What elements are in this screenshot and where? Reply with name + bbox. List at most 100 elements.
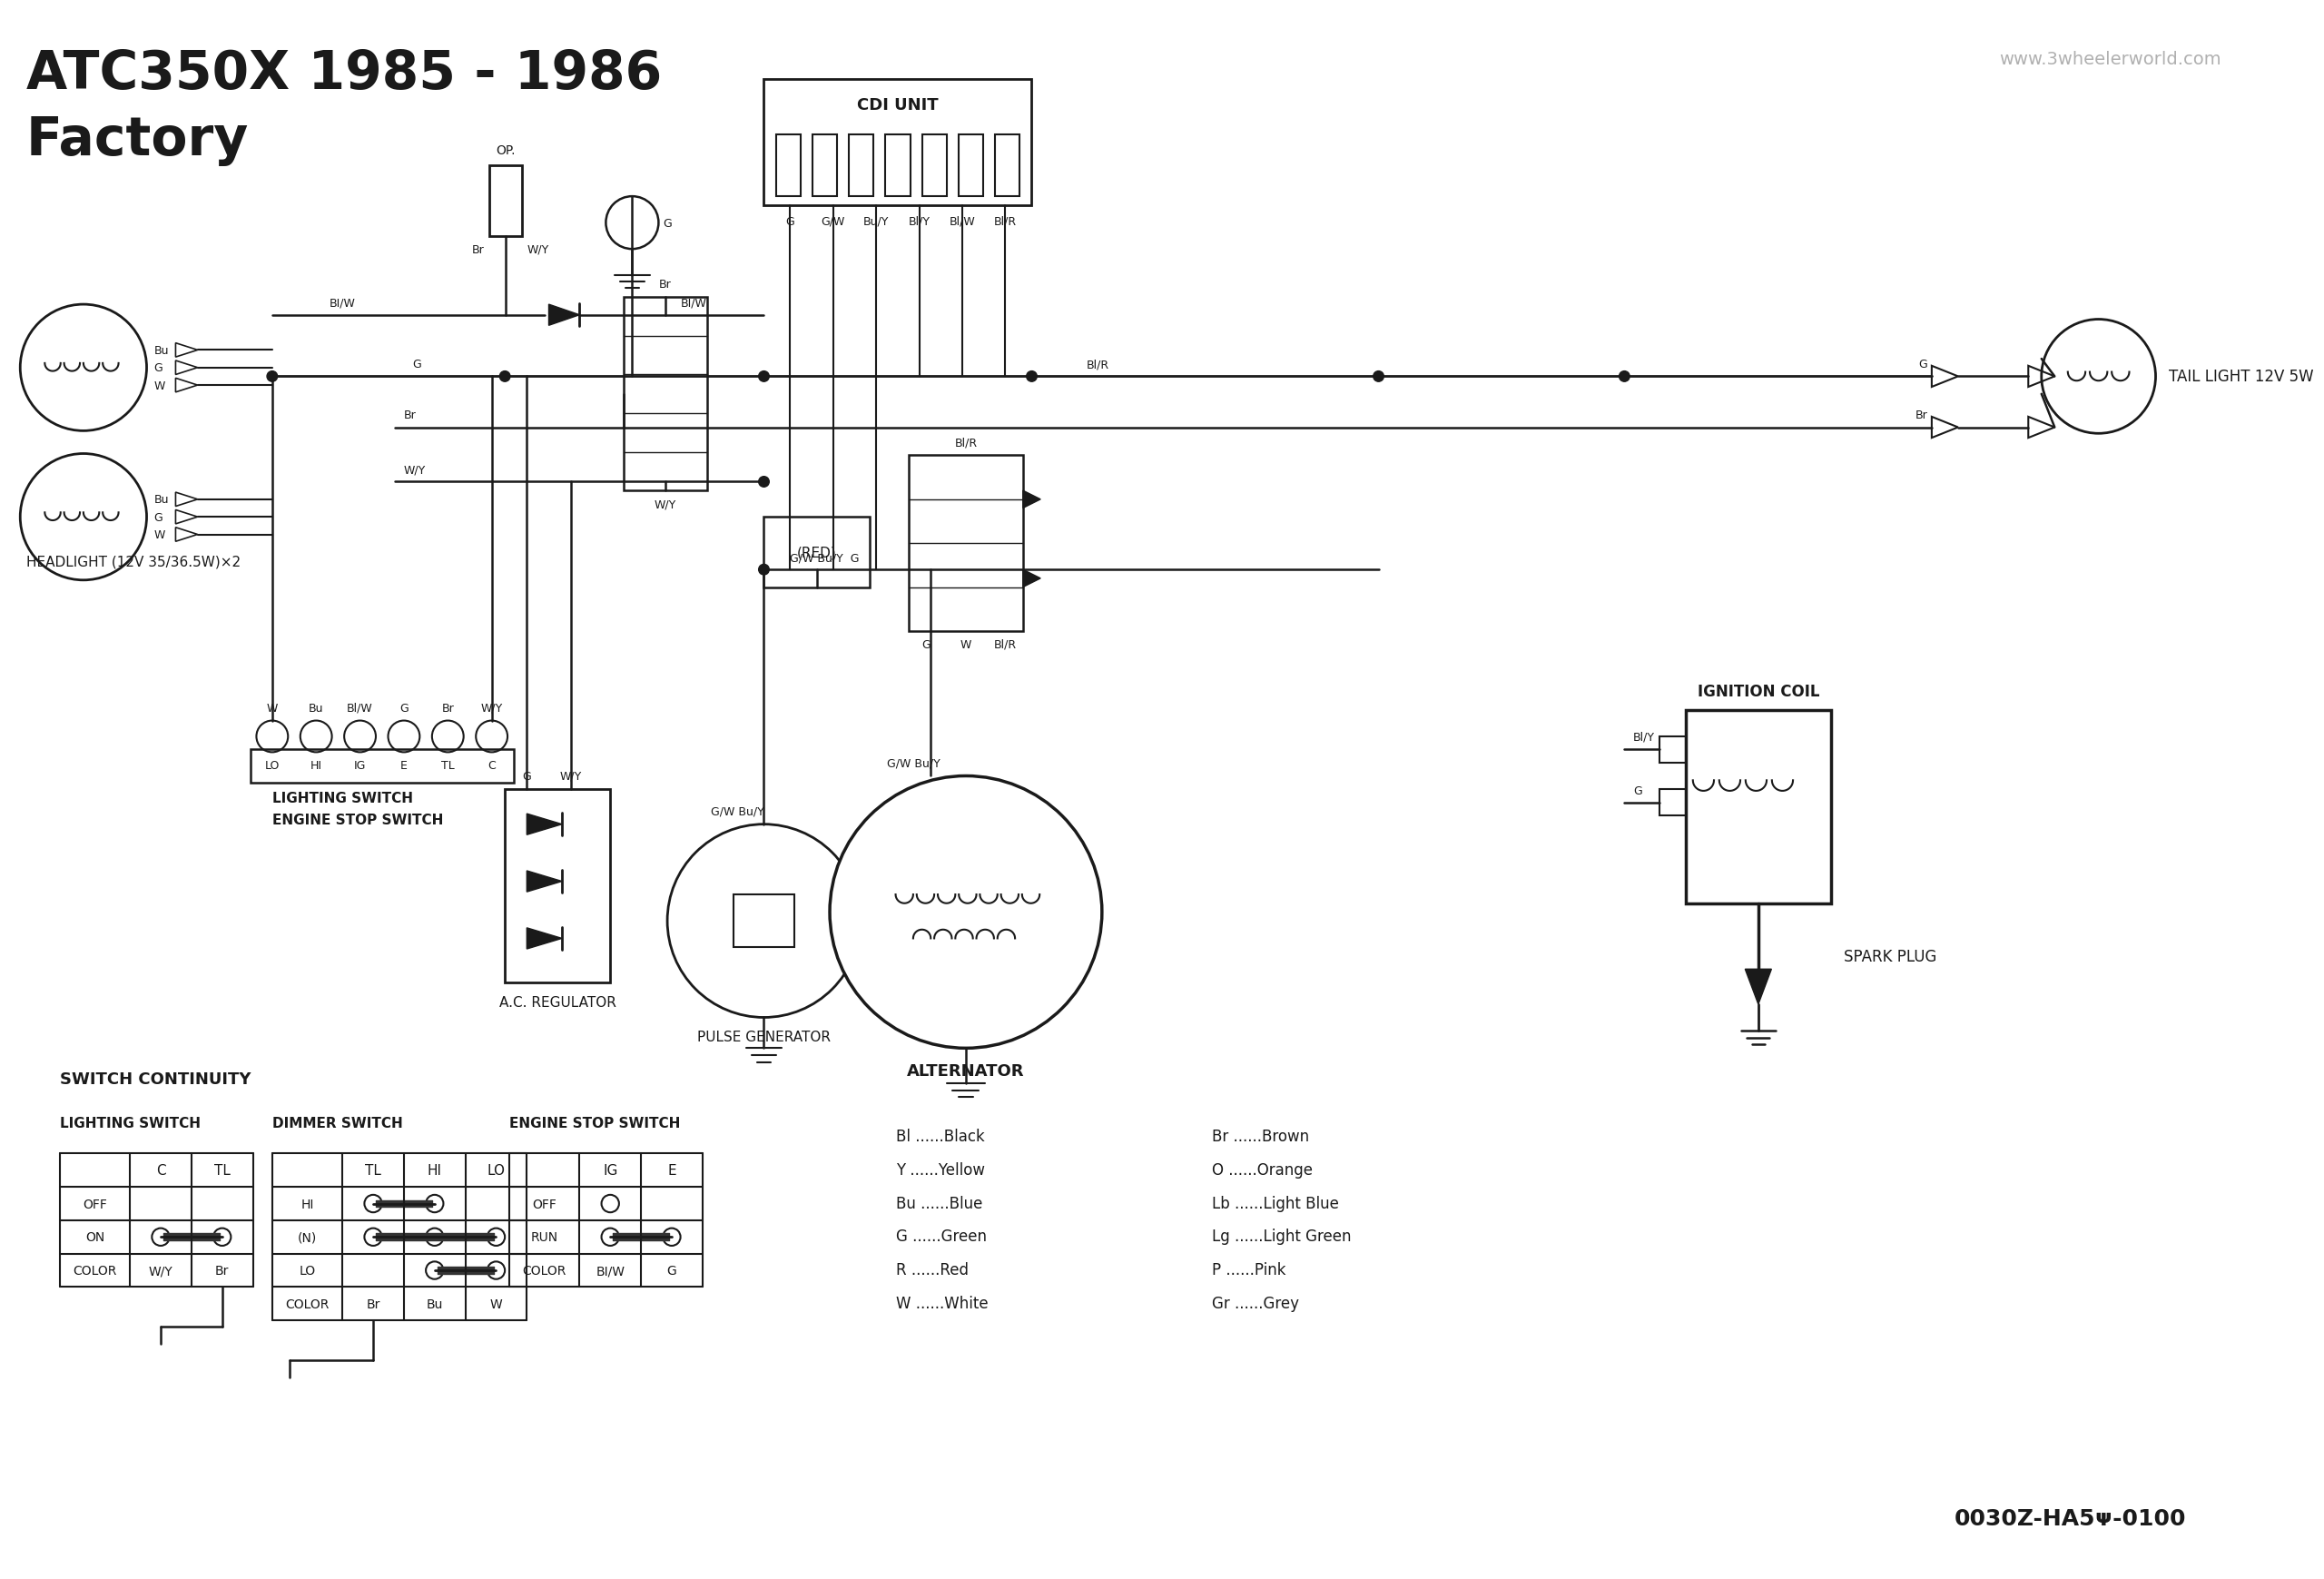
Circle shape	[758, 565, 769, 575]
Text: COLOR: COLOR	[286, 1298, 330, 1311]
Text: Bl/R: Bl/R	[995, 216, 1018, 227]
Text: G: G	[414, 358, 421, 371]
Text: Bl/R: Bl/R	[995, 639, 1018, 651]
Text: Br: Br	[442, 703, 453, 714]
Polygon shape	[548, 305, 579, 325]
Text: SWITCH CONTINUITY: SWITCH CONTINUITY	[60, 1071, 251, 1088]
Text: ON: ON	[86, 1230, 105, 1244]
Text: RUN: RUN	[530, 1230, 558, 1244]
Bar	[957, 136, 983, 197]
Text: IGNITION COIL: IGNITION COIL	[1697, 684, 1820, 699]
Circle shape	[21, 455, 146, 581]
Text: ATC350X 1985 - 1986: ATC350X 1985 - 1986	[26, 49, 662, 99]
Text: Lg ......Light Green: Lg ......Light Green	[1211, 1228, 1350, 1244]
Circle shape	[667, 824, 860, 1018]
Circle shape	[662, 1228, 681, 1246]
Text: Br: Br	[367, 1298, 381, 1311]
Bar	[909, 456, 1023, 632]
Text: LO: LO	[300, 1265, 316, 1277]
Text: DIMMER SWITCH: DIMMER SWITCH	[272, 1116, 402, 1131]
Bar	[1685, 711, 1831, 903]
Circle shape	[425, 1195, 444, 1213]
Text: G: G	[400, 703, 409, 714]
Bar	[765, 81, 1032, 205]
Text: LO: LO	[265, 759, 279, 772]
Polygon shape	[528, 872, 562, 892]
Circle shape	[1620, 371, 1629, 382]
Text: LIGHTING SWITCH: LIGHTING SWITCH	[60, 1116, 200, 1131]
Circle shape	[365, 1195, 381, 1213]
Circle shape	[267, 371, 277, 382]
Text: W/Y: W/Y	[149, 1265, 172, 1277]
Text: TL: TL	[365, 1164, 381, 1178]
Text: COLOR: COLOR	[523, 1265, 567, 1277]
Text: G/W Bu/Y  G: G/W Bu/Y G	[790, 553, 860, 564]
Circle shape	[1027, 371, 1037, 382]
Text: HI: HI	[309, 759, 323, 772]
Polygon shape	[528, 815, 562, 835]
Text: Bl/R: Bl/R	[955, 437, 978, 448]
Circle shape	[1373, 371, 1383, 382]
Circle shape	[602, 1228, 618, 1246]
Circle shape	[607, 197, 658, 249]
Text: W: W	[153, 529, 165, 542]
Circle shape	[425, 1262, 444, 1279]
Text: G: G	[786, 216, 795, 227]
Text: LO: LO	[488, 1164, 504, 1178]
Text: E: E	[667, 1164, 676, 1178]
Text: P ......Pink: P ......Pink	[1211, 1262, 1285, 1277]
Text: W: W	[490, 1298, 502, 1311]
Text: W/Y: W/Y	[404, 464, 425, 475]
Circle shape	[488, 1228, 504, 1246]
Text: BI/W: BI/W	[330, 297, 356, 309]
Circle shape	[758, 477, 769, 488]
Text: Br: Br	[216, 1265, 230, 1277]
Circle shape	[758, 371, 769, 382]
Text: G: G	[662, 218, 672, 229]
Text: G ......Green: G ......Green	[895, 1228, 985, 1244]
Text: SPARK PLUG: SPARK PLUG	[1843, 947, 1936, 965]
Text: IG: IG	[602, 1164, 618, 1178]
Bar	[765, 518, 869, 587]
Bar	[504, 790, 611, 982]
Text: W: W	[960, 639, 971, 651]
Text: 0030Z-HA5ᴪ-0100: 0030Z-HA5ᴪ-0100	[1954, 1506, 2187, 1528]
Text: C: C	[488, 759, 495, 772]
Circle shape	[476, 722, 507, 753]
Polygon shape	[1023, 491, 1041, 508]
Text: G: G	[153, 512, 163, 523]
Text: Y ......Yellow: Y ......Yellow	[895, 1162, 985, 1178]
Text: Bu ......Blue: Bu ......Blue	[895, 1195, 983, 1211]
Text: HI: HI	[300, 1197, 314, 1210]
Text: COLOR: COLOR	[72, 1265, 116, 1277]
Text: Bu/Y: Bu/Y	[865, 216, 890, 227]
Text: Bl/W: Bl/W	[346, 703, 374, 714]
Bar	[623, 298, 706, 491]
Text: BI/W: BI/W	[681, 297, 706, 309]
Bar	[1659, 790, 1685, 816]
Text: G: G	[1920, 358, 1927, 371]
Text: Br: Br	[404, 409, 416, 422]
Text: Bu: Bu	[153, 494, 170, 505]
Circle shape	[256, 722, 288, 753]
Text: Br ......Brown: Br ......Brown	[1211, 1127, 1308, 1145]
Text: OFF: OFF	[532, 1197, 555, 1210]
Text: (N): (N)	[297, 1230, 316, 1244]
Bar	[848, 136, 874, 197]
Circle shape	[388, 722, 421, 753]
Text: Bl ......Black: Bl ......Black	[895, 1127, 985, 1145]
Circle shape	[151, 1228, 170, 1246]
Text: (RED): (RED)	[797, 546, 837, 559]
Text: TL: TL	[214, 1164, 230, 1178]
Text: OP.: OP.	[495, 144, 516, 156]
Text: ALTERNATOR: ALTERNATOR	[906, 1063, 1025, 1078]
Bar	[776, 136, 799, 197]
Text: LIGHTING SWITCH: LIGHTING SWITCH	[272, 791, 414, 805]
Text: G/W Bu/Y: G/W Bu/Y	[885, 758, 939, 769]
Circle shape	[344, 722, 376, 753]
Circle shape	[2040, 321, 2157, 434]
Text: Bl/Y: Bl/Y	[1634, 731, 1655, 742]
Polygon shape	[1023, 570, 1041, 587]
Bar	[885, 136, 911, 197]
Text: Bu: Bu	[153, 344, 170, 357]
